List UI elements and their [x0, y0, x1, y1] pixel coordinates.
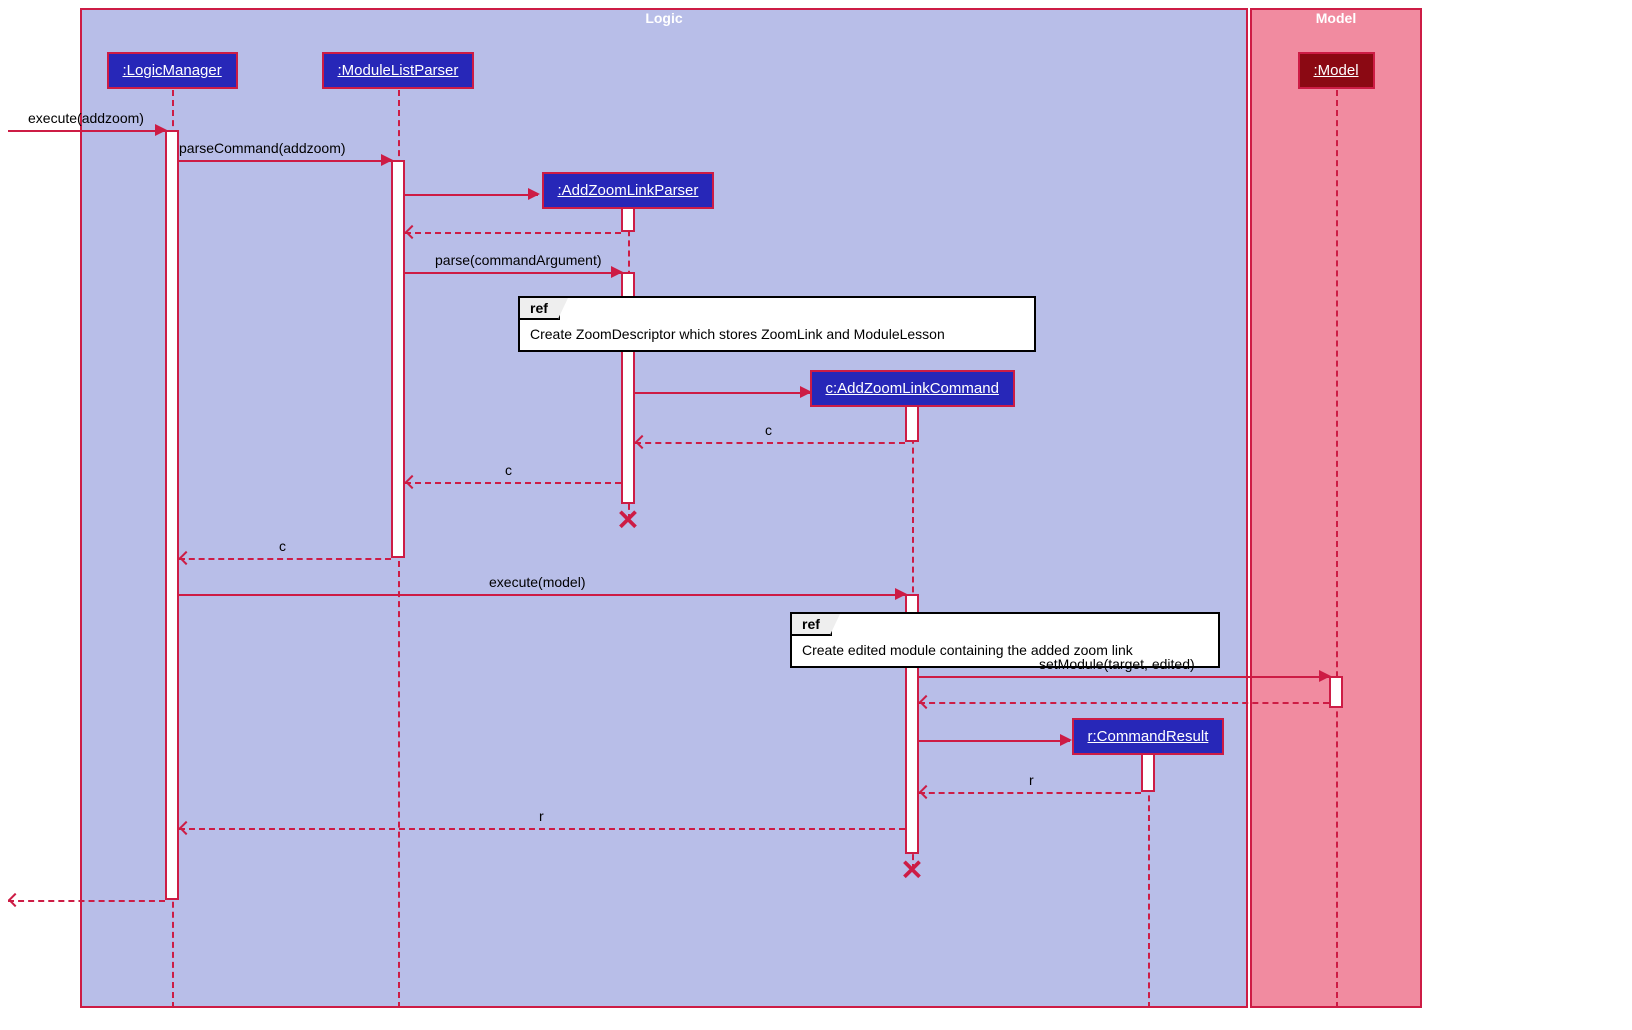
ref-label-1: ref [792, 614, 832, 636]
ref-box-0: ref Create ZoomDescriptor which stores Zo… [518, 296, 1036, 352]
addzoomlinkparser-box: :AddZoomLinkParser [542, 172, 715, 209]
message-label-8: c [279, 538, 286, 554]
activation-0 [165, 130, 179, 900]
logic-frame-label: Logic [80, 8, 1248, 28]
model-lifeline [1336, 90, 1338, 1008]
message-label-7: c [505, 462, 512, 478]
ref-label-0: ref [520, 298, 560, 320]
logicmanager-box: :LogicManager [107, 52, 238, 89]
message-label-14: r [539, 808, 544, 824]
message-label-1: parseCommand(addzoom) [179, 140, 346, 156]
message-label-4: parse(commandArgument) [435, 252, 602, 268]
ref-text-0: Create ZoomDescriptor which stores ZoomL… [530, 326, 945, 342]
message-label-13: r [1029, 772, 1034, 788]
model-box: :Model [1298, 52, 1375, 89]
message-label-10: setModule(target, edited) [1039, 656, 1195, 672]
logic-frame: Logic [80, 8, 1248, 1008]
destroy-addzoomlinkcommand: ✕ [900, 854, 923, 887]
message-label-9: execute(model) [489, 574, 586, 590]
model-frame-label: Model [1250, 8, 1422, 28]
addzoomlinkcommand-box: c:AddZoomLinkCommand [810, 370, 1015, 407]
commandresult-box: r:CommandResult [1072, 718, 1225, 755]
activation-1 [391, 160, 405, 558]
modulelistparser-box: :ModuleListParser [322, 52, 475, 89]
activation-7 [1329, 676, 1343, 708]
destroy-addzoomlinkparser: ✕ [616, 504, 639, 537]
message-label-0: execute(addzoom) [28, 110, 144, 126]
commandresult-lifeline [1148, 756, 1150, 1008]
message-label-6: c [765, 422, 772, 438]
